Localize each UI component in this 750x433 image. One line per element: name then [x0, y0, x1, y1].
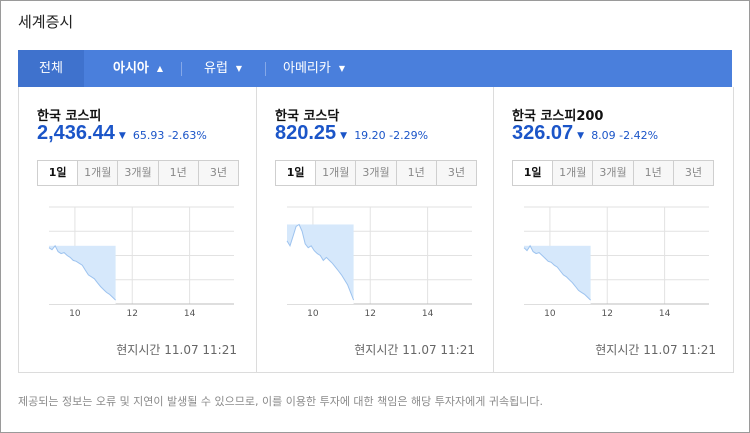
price-row: 2,436.44 ▼ 65.93 -2.63% — [37, 122, 207, 145]
tab-asia-label: 아시아 — [113, 61, 149, 76]
local-time: 현지시간 11.07 11:21 — [354, 343, 475, 357]
disclaimer-text: 제공되는 정보는 오류 및 지연이 발생될 수 있으므로, 이를 이용한 투자에… — [18, 395, 543, 408]
period-3y[interactable]: 3년 — [435, 161, 477, 185]
period-3m[interactable]: 3개월 — [355, 161, 396, 185]
chart-svg: 10 12 14 — [523, 206, 709, 319]
index-card-kospi200: 한국 코스피200 326.07 ▼ 8.09 -2.42% 1일 1개월 3개월… — [493, 87, 734, 372]
area-mask — [287, 224, 354, 304]
local-time: 현지시간 11.07 11:21 — [116, 343, 237, 357]
intraday-chart[interactable]: 10 12 14 — [504, 202, 716, 331]
index-name[interactable]: 한국 코스피200 — [512, 109, 604, 124]
period-3y[interactable]: 3년 — [197, 161, 239, 185]
period-3m[interactable]: 3개월 — [117, 161, 158, 185]
x-tick-label: 10 — [69, 309, 81, 319]
widget-title: 세계증시 — [18, 13, 74, 31]
index-price: 326.07 — [512, 122, 574, 144]
price-line — [523, 244, 591, 301]
index-name[interactable]: 한국 코스닥 — [275, 109, 340, 124]
period-1y[interactable]: 1년 — [632, 161, 673, 185]
index-card-kospi: 한국 코스피 2,436.44 ▼ 65.93 -2.63% 1일 1개월 3개월… — [19, 87, 255, 372]
local-time: 현지시간 11.07 11:21 — [595, 343, 716, 357]
period-selector: 1일 1개월 3개월 1년 3년 — [37, 160, 239, 186]
chart-svg: 10 12 14 — [286, 206, 472, 319]
x-tick-label: 12 — [602, 309, 613, 319]
x-tick-label: 12 — [127, 309, 138, 319]
tab-europe-label: 유럽 — [204, 61, 228, 76]
tab-america-label: 아메리카 — [283, 61, 331, 76]
down-arrow-icon: ▼ — [340, 131, 348, 141]
caret-down-icon: ▼ — [338, 64, 345, 73]
price-line — [48, 244, 116, 301]
intraday-chart[interactable]: 10 12 14 — [267, 202, 479, 331]
caret-down-icon: ▼ — [235, 64, 243, 73]
period-1y[interactable]: 1년 — [157, 161, 198, 185]
period-1m[interactable]: 1개월 — [315, 161, 356, 185]
period-1d[interactable]: 1일 — [37, 161, 78, 185]
price-row: 326.07 ▼ 8.09 -2.42% — [512, 122, 658, 145]
period-3y[interactable]: 3년 — [672, 161, 714, 185]
tab-america[interactable]: 아메리카 ▼ — [283, 50, 345, 87]
x-tick-label: 10 — [307, 309, 319, 319]
index-price: 2,436.44 — [37, 122, 115, 144]
caret-up-icon: ▲ — [156, 64, 164, 73]
x-tick-label: 14 — [422, 309, 434, 319]
price-row: 820.25 ▼ 19.20 -2.29% — [275, 122, 428, 145]
index-card-kosdaq: 한국 코스닥 820.25 ▼ 19.20 -2.29% 1일 1개월 3개월 1… — [256, 87, 493, 372]
down-arrow-icon: ▼ — [118, 131, 126, 141]
period-selector: 1일 1개월 3개월 1년 3년 — [275, 160, 477, 186]
period-1d[interactable]: 1일 — [275, 161, 316, 185]
chart-svg: 10 12 14 — [48, 206, 234, 319]
index-name[interactable]: 한국 코스피 — [37, 109, 102, 124]
x-tick-label: 14 — [659, 309, 671, 319]
x-tick-label: 14 — [184, 309, 196, 319]
tab-all-label: 전체 — [39, 61, 63, 76]
x-tick-label: 12 — [365, 309, 376, 319]
region-tabbar: 전체 아시아 ▲ 유럽 ▼ 아메리카 ▼ — [18, 50, 732, 87]
index-change: 19.20 -2.29% — [354, 129, 429, 142]
intraday-chart[interactable]: 10 12 14 — [29, 202, 241, 331]
period-1m[interactable]: 1개월 — [77, 161, 118, 185]
index-change: 65.93 -2.63% — [132, 129, 207, 142]
tab-separator — [181, 62, 182, 76]
index-change: 8.09 -2.42% — [591, 129, 659, 142]
tab-europe[interactable]: 유럽 ▼ — [204, 50, 242, 87]
period-selector: 1일 1개월 3개월 1년 3년 — [512, 160, 714, 186]
index-price: 820.25 — [275, 122, 337, 144]
down-arrow-icon: ▼ — [577, 131, 585, 141]
area-mask — [524, 245, 591, 304]
tab-asia[interactable]: 아시아 ▲ — [113, 50, 163, 87]
area-mask — [49, 245, 116, 304]
period-1d[interactable]: 1일 — [512, 161, 553, 185]
price-line — [286, 223, 355, 301]
period-1m[interactable]: 1개월 — [552, 161, 593, 185]
tab-all[interactable]: 전체 — [18, 50, 84, 87]
tab-separator — [265, 62, 266, 76]
x-tick-label: 10 — [544, 309, 556, 319]
period-3m[interactable]: 3개월 — [592, 161, 633, 185]
period-1y[interactable]: 1년 — [395, 161, 436, 185]
index-cards: 한국 코스피 2,436.44 ▼ 65.93 -2.63% 1일 1개월 3개월… — [18, 87, 734, 373]
